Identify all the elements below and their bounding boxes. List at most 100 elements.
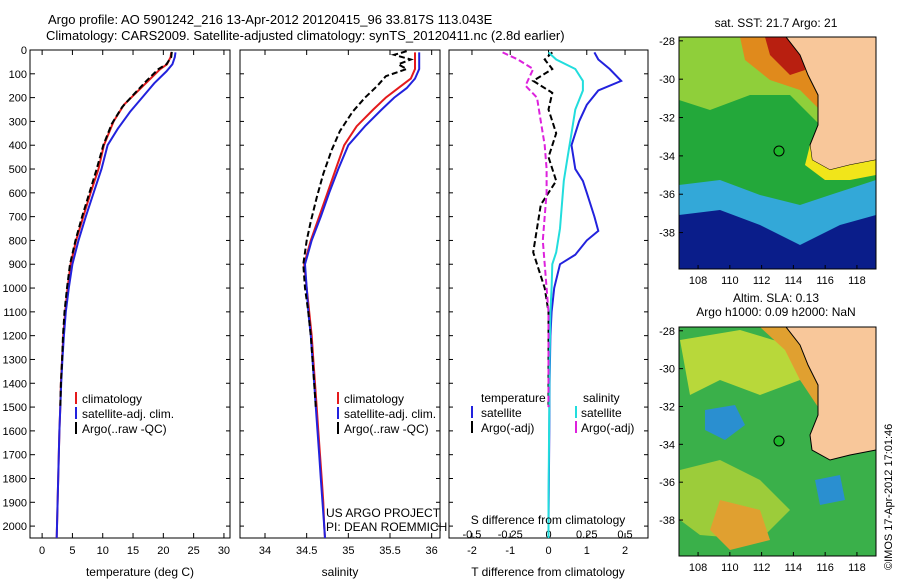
legend-label: satellite-adj. clim. xyxy=(344,407,436,421)
depth-tick-label: 1400 xyxy=(3,378,27,390)
depth-tick-label: 800 xyxy=(9,235,27,247)
sla-orange-south xyxy=(710,500,770,550)
x-tick-label: 1 xyxy=(584,545,590,557)
legend-label: climatology xyxy=(82,392,142,406)
map-y-tick-label: -32 xyxy=(659,113,675,125)
sst-coastal-band xyxy=(805,145,876,180)
salinity-xlabel: salinity xyxy=(322,565,359,579)
x-tick-label: 5 xyxy=(69,545,75,557)
imos-timestamp: ©IMOS 17-Apr-2012 17:01:46 xyxy=(883,424,895,570)
legend-label: Argo(..raw -QC) xyxy=(344,422,429,436)
depth-tick-label: 0 xyxy=(21,45,27,57)
sst-map xyxy=(679,37,876,269)
sla-argo-marker xyxy=(773,435,785,447)
depth-tick-label: 1600 xyxy=(3,426,27,438)
depth-tick-label: 1900 xyxy=(3,497,27,509)
x-tick-label: 35.5 xyxy=(379,545,400,557)
legend-label: Argo(-adj) xyxy=(581,421,634,435)
salinity-series xyxy=(302,50,421,538)
x-tick-label: 25 xyxy=(188,545,200,557)
x-tick-label: -2 xyxy=(467,545,477,557)
depth-tick-label: 1100 xyxy=(3,307,27,319)
depth-tick-label: 900 xyxy=(9,259,27,271)
map-y-tick-label: -34 xyxy=(659,439,675,451)
map-y-tick-label: -38 xyxy=(659,515,675,527)
sla-yellow-region xyxy=(680,330,800,395)
pi-annotation: PI: DEAN ROEMMICH xyxy=(326,520,447,534)
depth-tick-label: 400 xyxy=(9,140,27,152)
x-tick-label: -1 xyxy=(505,545,515,557)
depth-tick-label: 600 xyxy=(9,188,27,200)
s-tick-label: 0.25 xyxy=(576,529,597,541)
series-line-2-0 xyxy=(547,51,623,538)
map-x-tick-label: 118 xyxy=(848,275,866,287)
t-difference-axis: -2 -1 0 1 2 xyxy=(467,50,628,557)
map-y-tick-label: -28 xyxy=(659,326,675,338)
sla-map-title: Altim. SLA: 0.13 xyxy=(733,291,819,305)
project-annotation: US ARGO PROJECT xyxy=(326,506,441,520)
sst-cold-south-region xyxy=(679,210,876,269)
legend-label: satellite xyxy=(481,406,522,420)
sla-coast-land xyxy=(785,327,876,461)
depth-axis: 0 100 200 300 400 500 600 700 800 900 1000 1100 1200… xyxy=(3,45,648,533)
depth-tick-label: 700 xyxy=(9,212,27,224)
depth-tick-label: 500 xyxy=(9,164,27,176)
series-line-2-1 xyxy=(531,51,558,408)
t-difference-xlabel: T difference from climatology xyxy=(471,565,625,579)
temperature-axis: 0 5 10 15 20 25 30 xyxy=(39,50,230,557)
sst-map-axes: 108 110 112 114 116 118 -28 -30 -32 -34 -36 -38 xyxy=(659,36,866,287)
sst-map-frame xyxy=(678,36,877,270)
depth-tick-label: 100 xyxy=(9,69,27,81)
temperature-panel-frame xyxy=(29,49,231,539)
map-y-tick-label: -30 xyxy=(659,74,675,86)
map-x-tick-label: 116 xyxy=(816,562,834,574)
depth-tick-label: 2000 xyxy=(3,521,27,533)
depth-tick-label: 200 xyxy=(9,93,27,105)
x-tick-label: 30 xyxy=(218,545,230,557)
sst-map-title: sat. SST: 21.7 Argo: 21 xyxy=(715,16,838,30)
s-difference-axis: -0.5 -0.25 0 0.25 0.5 xyxy=(462,529,632,541)
x-tick-label: 36 xyxy=(426,545,438,557)
series-line-1-1 xyxy=(303,52,421,538)
temperature-legend: climatology satellite-adj. clim. Argo(..… xyxy=(75,392,174,436)
s-tick-label: 0.5 xyxy=(617,529,632,541)
salinity-panel-frame xyxy=(239,49,441,539)
map-y-tick-label: -38 xyxy=(659,228,675,240)
legend-label: satellite xyxy=(581,406,622,420)
depth-tick-label: 1700 xyxy=(3,450,27,462)
depth-tick-label: 1200 xyxy=(3,331,27,343)
map-x-tick-label: 114 xyxy=(785,562,803,574)
map-y-tick-label: -30 xyxy=(659,364,675,376)
sst-argo-marker xyxy=(773,145,785,157)
map-x-tick-label: 112 xyxy=(753,275,771,287)
map-y-tick-label: -36 xyxy=(659,477,675,489)
map-x-tick-label: 112 xyxy=(753,562,771,574)
depth-tick-label: 1500 xyxy=(3,402,27,414)
profile-title: Argo profile: AO 5901242_216 13-Apr-2012… xyxy=(48,12,493,27)
temperature-xlabel: temperature (deg C) xyxy=(86,565,194,579)
series-line-0-1 xyxy=(55,52,177,538)
sla-blue-patch-2 xyxy=(815,475,845,505)
map-x-tick-label: 110 xyxy=(721,275,739,287)
map-x-tick-label: 114 xyxy=(785,275,803,287)
series-line-1-2 xyxy=(302,50,414,408)
sla-map-subtitle: Argo h1000: 0.09 h2000: NaN xyxy=(696,305,855,319)
map-x-tick-label: 108 xyxy=(689,562,707,574)
sla-blue-patch-1 xyxy=(705,405,745,440)
map-y-tick-label: -32 xyxy=(659,401,675,413)
legend-label: Argo(..raw -QC) xyxy=(82,422,167,436)
map-y-tick-label: -34 xyxy=(659,151,675,163)
climatology-title: Climatology: CARS2009. Satellite-adjuste… xyxy=(46,28,565,43)
legend-label: climatology xyxy=(344,392,404,406)
map-x-tick-label: 116 xyxy=(816,275,834,287)
series-line-0-2 xyxy=(59,51,173,408)
x-tick-label: 35 xyxy=(342,545,354,557)
s-tick-label: -0.5 xyxy=(462,529,481,541)
legend-title-temperature: temperature xyxy=(481,391,546,405)
map-x-tick-label: 108 xyxy=(689,275,707,287)
s-difference-xlabel: S difference from climatology xyxy=(471,513,626,527)
depth-tick-label: 1800 xyxy=(3,473,27,485)
s-tick-label: -0.25 xyxy=(498,529,523,541)
series-line-0-0 xyxy=(55,52,173,538)
